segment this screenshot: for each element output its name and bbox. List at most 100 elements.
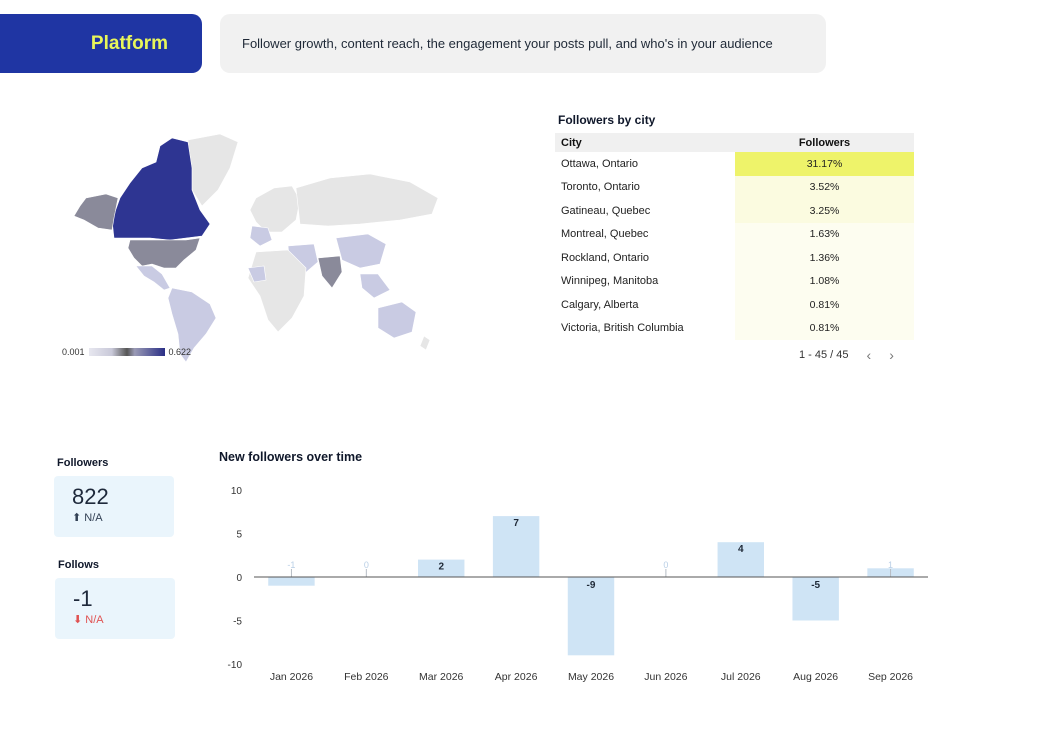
- followers-kpi-delta: ⬆ N/A: [72, 511, 174, 524]
- map-region-europe: [249, 185, 301, 233]
- table-row[interactable]: Toronto, Ontario 3.52%: [555, 175, 914, 199]
- followers-cell: 3.25%: [735, 199, 914, 223]
- followers-cell: 3.52%: [735, 175, 914, 199]
- follows-kpi-value: -1: [73, 586, 93, 611]
- city-cell: Gatineau, Quebec: [561, 204, 651, 217]
- map-region-greenland: [187, 133, 239, 207]
- map-region-western-europe: [249, 225, 273, 247]
- y-tick-label: -5: [233, 617, 242, 628]
- city-cell: Rockland, Ontario: [561, 251, 650, 264]
- map-region-australia: [377, 301, 417, 339]
- table-row[interactable]: Winnipeg, Manitoba 1.08%: [555, 269, 914, 293]
- bar[interactable]: [492, 516, 540, 577]
- x-tick-label: Feb 2026: [344, 671, 389, 683]
- y-tick-label: -10: [228, 660, 243, 671]
- bar-value-label: -5: [811, 580, 820, 591]
- column-header-followers[interactable]: Followers: [735, 133, 914, 152]
- pagination-range: 1 - 45 / 45: [799, 349, 849, 361]
- bar-value-label: 1: [888, 560, 893, 570]
- followers-kpi-label: Followers: [57, 457, 109, 469]
- city-table: City Followers Ottawa, Ontario 31.17% Toro…: [555, 133, 914, 340]
- x-tick-label: Apr 2026: [495, 671, 538, 683]
- map-region-usa[interactable]: [127, 237, 201, 269]
- city-table-title: Followers by city: [558, 113, 656, 127]
- x-tick-label: Aug 2026: [793, 671, 838, 683]
- y-tick-label: 0: [236, 573, 242, 584]
- chevron-right-icon[interactable]: ›: [889, 347, 894, 363]
- bar-value-label: 4: [738, 544, 744, 555]
- table-row[interactable]: Victoria, British Columbia 0.81%: [555, 316, 914, 340]
- map-region-canada[interactable]: [111, 137, 211, 241]
- chart-title: New followers over time: [219, 450, 363, 464]
- followers-kpi-card: 822 ⬆ N/A: [54, 476, 174, 537]
- followers-cell: 0.81%: [735, 316, 914, 340]
- map-legend: 0.001 0.622: [62, 346, 191, 358]
- x-tick-label: Jan 2026: [270, 671, 313, 683]
- follows-kpi-card: -1 ⬇ N/A: [55, 578, 175, 639]
- city-cell: Victoria, British Columbia: [561, 322, 684, 335]
- city-cell: Ottawa, Ontario: [561, 157, 639, 170]
- table-row[interactable]: Calgary, Alberta 0.81%: [555, 293, 914, 317]
- followers-cell: 1.63%: [735, 222, 914, 246]
- map-legend-max: 0.622: [168, 347, 192, 357]
- x-tick-label: Mar 2026: [419, 671, 464, 683]
- map-legend-gradient: [88, 348, 165, 356]
- arrow-up-icon: ⬆: [72, 512, 82, 524]
- column-header-city[interactable]: City: [555, 133, 735, 152]
- subtitle-text: Follower growth, content reach, the enga…: [242, 36, 773, 51]
- followers-kpi-value: 822: [72, 484, 109, 509]
- followers-cell: 31.17%: [735, 152, 914, 176]
- bar[interactable]: [418, 559, 465, 577]
- bar-value-label: -1: [287, 560, 295, 570]
- followers-cell: 1.08%: [735, 269, 914, 293]
- bar-value-label: 0: [663, 560, 668, 570]
- x-tick-label: Sep 2026: [868, 671, 913, 683]
- table-row[interactable]: Montreal, Quebec 1.63%: [555, 222, 914, 246]
- map-region-southeast-asia: [359, 273, 391, 299]
- table-row[interactable]: Ottawa, Ontario 31.17%: [555, 152, 914, 176]
- map-legend-min: 0.001: [62, 347, 85, 357]
- platform-tab[interactable]: Platform: [0, 14, 202, 73]
- map-region-mexico: [135, 265, 171, 291]
- bar-value-label: -9: [587, 580, 596, 591]
- bar-value-label: 2: [438, 562, 444, 573]
- bar[interactable]: [268, 577, 315, 586]
- bar-value-label: 0: [364, 560, 369, 570]
- x-tick-label: Jun 2026: [644, 671, 687, 683]
- city-cell: Calgary, Alberta: [561, 298, 639, 311]
- arrow-down-icon: ⬇: [73, 614, 83, 626]
- city-cell: Montreal, Quebec: [561, 228, 649, 241]
- follows-kpi-delta: ⬇ N/A: [73, 613, 175, 626]
- table-row[interactable]: Gatineau, Quebec 3.25%: [555, 199, 914, 223]
- map-region-india: [317, 255, 343, 289]
- y-tick-label: 5: [236, 530, 242, 541]
- map-region-south-america: [167, 287, 217, 363]
- x-tick-label: May 2026: [568, 671, 614, 683]
- bar[interactable]: [717, 542, 764, 577]
- map-region-west-africa: [247, 265, 267, 283]
- follows-kpi-label: Follows: [58, 559, 99, 571]
- y-tick-label: 10: [231, 486, 243, 497]
- map-region-china: [335, 233, 387, 269]
- map-region-alaska[interactable]: [73, 193, 119, 231]
- bar-value-label: 7: [513, 518, 519, 529]
- table-row[interactable]: Rockland, Ontario 1.36%: [555, 246, 914, 270]
- page-subtitle: Follower growth, content reach, the enga…: [220, 14, 826, 73]
- bar[interactable]: [567, 577, 615, 656]
- city-cell: Winnipeg, Manitoba: [561, 275, 659, 288]
- city-table-header: City Followers: [555, 133, 914, 152]
- followers-kpi-delta-text: N/A: [84, 512, 103, 524]
- bar[interactable]: [792, 577, 839, 621]
- follows-kpi-delta-text: N/A: [85, 614, 104, 626]
- city-cell: Toronto, Ontario: [561, 181, 640, 194]
- map-region-russia: [295, 173, 439, 227]
- chevron-left-icon[interactable]: ‹: [866, 347, 872, 363]
- table-pagination: 1 - 45 / 45 ‹ ›: [799, 347, 894, 363]
- map-region-africa: [247, 249, 307, 333]
- map-region-new-zealand: [419, 335, 431, 351]
- x-tick-label: Jul 2026: [721, 671, 761, 683]
- followers-cell: 1.36%: [735, 246, 914, 270]
- followers-cell: 0.81%: [735, 293, 914, 317]
- world-map[interactable]: [60, 128, 450, 368]
